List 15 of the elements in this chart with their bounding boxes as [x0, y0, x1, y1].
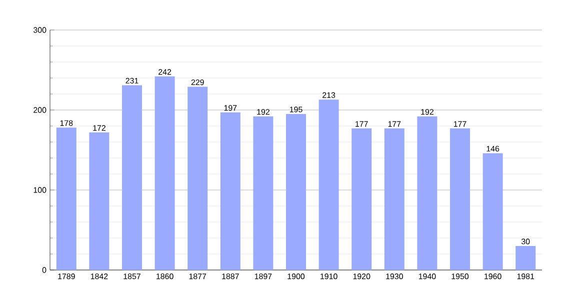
bar — [253, 116, 274, 270]
bar — [417, 116, 438, 270]
bar — [450, 128, 470, 270]
bar — [516, 246, 536, 270]
bar — [122, 85, 142, 270]
bar — [318, 100, 339, 270]
bar — [154, 76, 175, 270]
bar — [384, 128, 404, 270]
bar — [220, 112, 240, 270]
bar — [286, 114, 306, 270]
bar — [482, 153, 503, 270]
bar — [56, 128, 76, 270]
bar — [352, 128, 372, 270]
bar — [188, 86, 208, 270]
bar — [89, 132, 110, 270]
